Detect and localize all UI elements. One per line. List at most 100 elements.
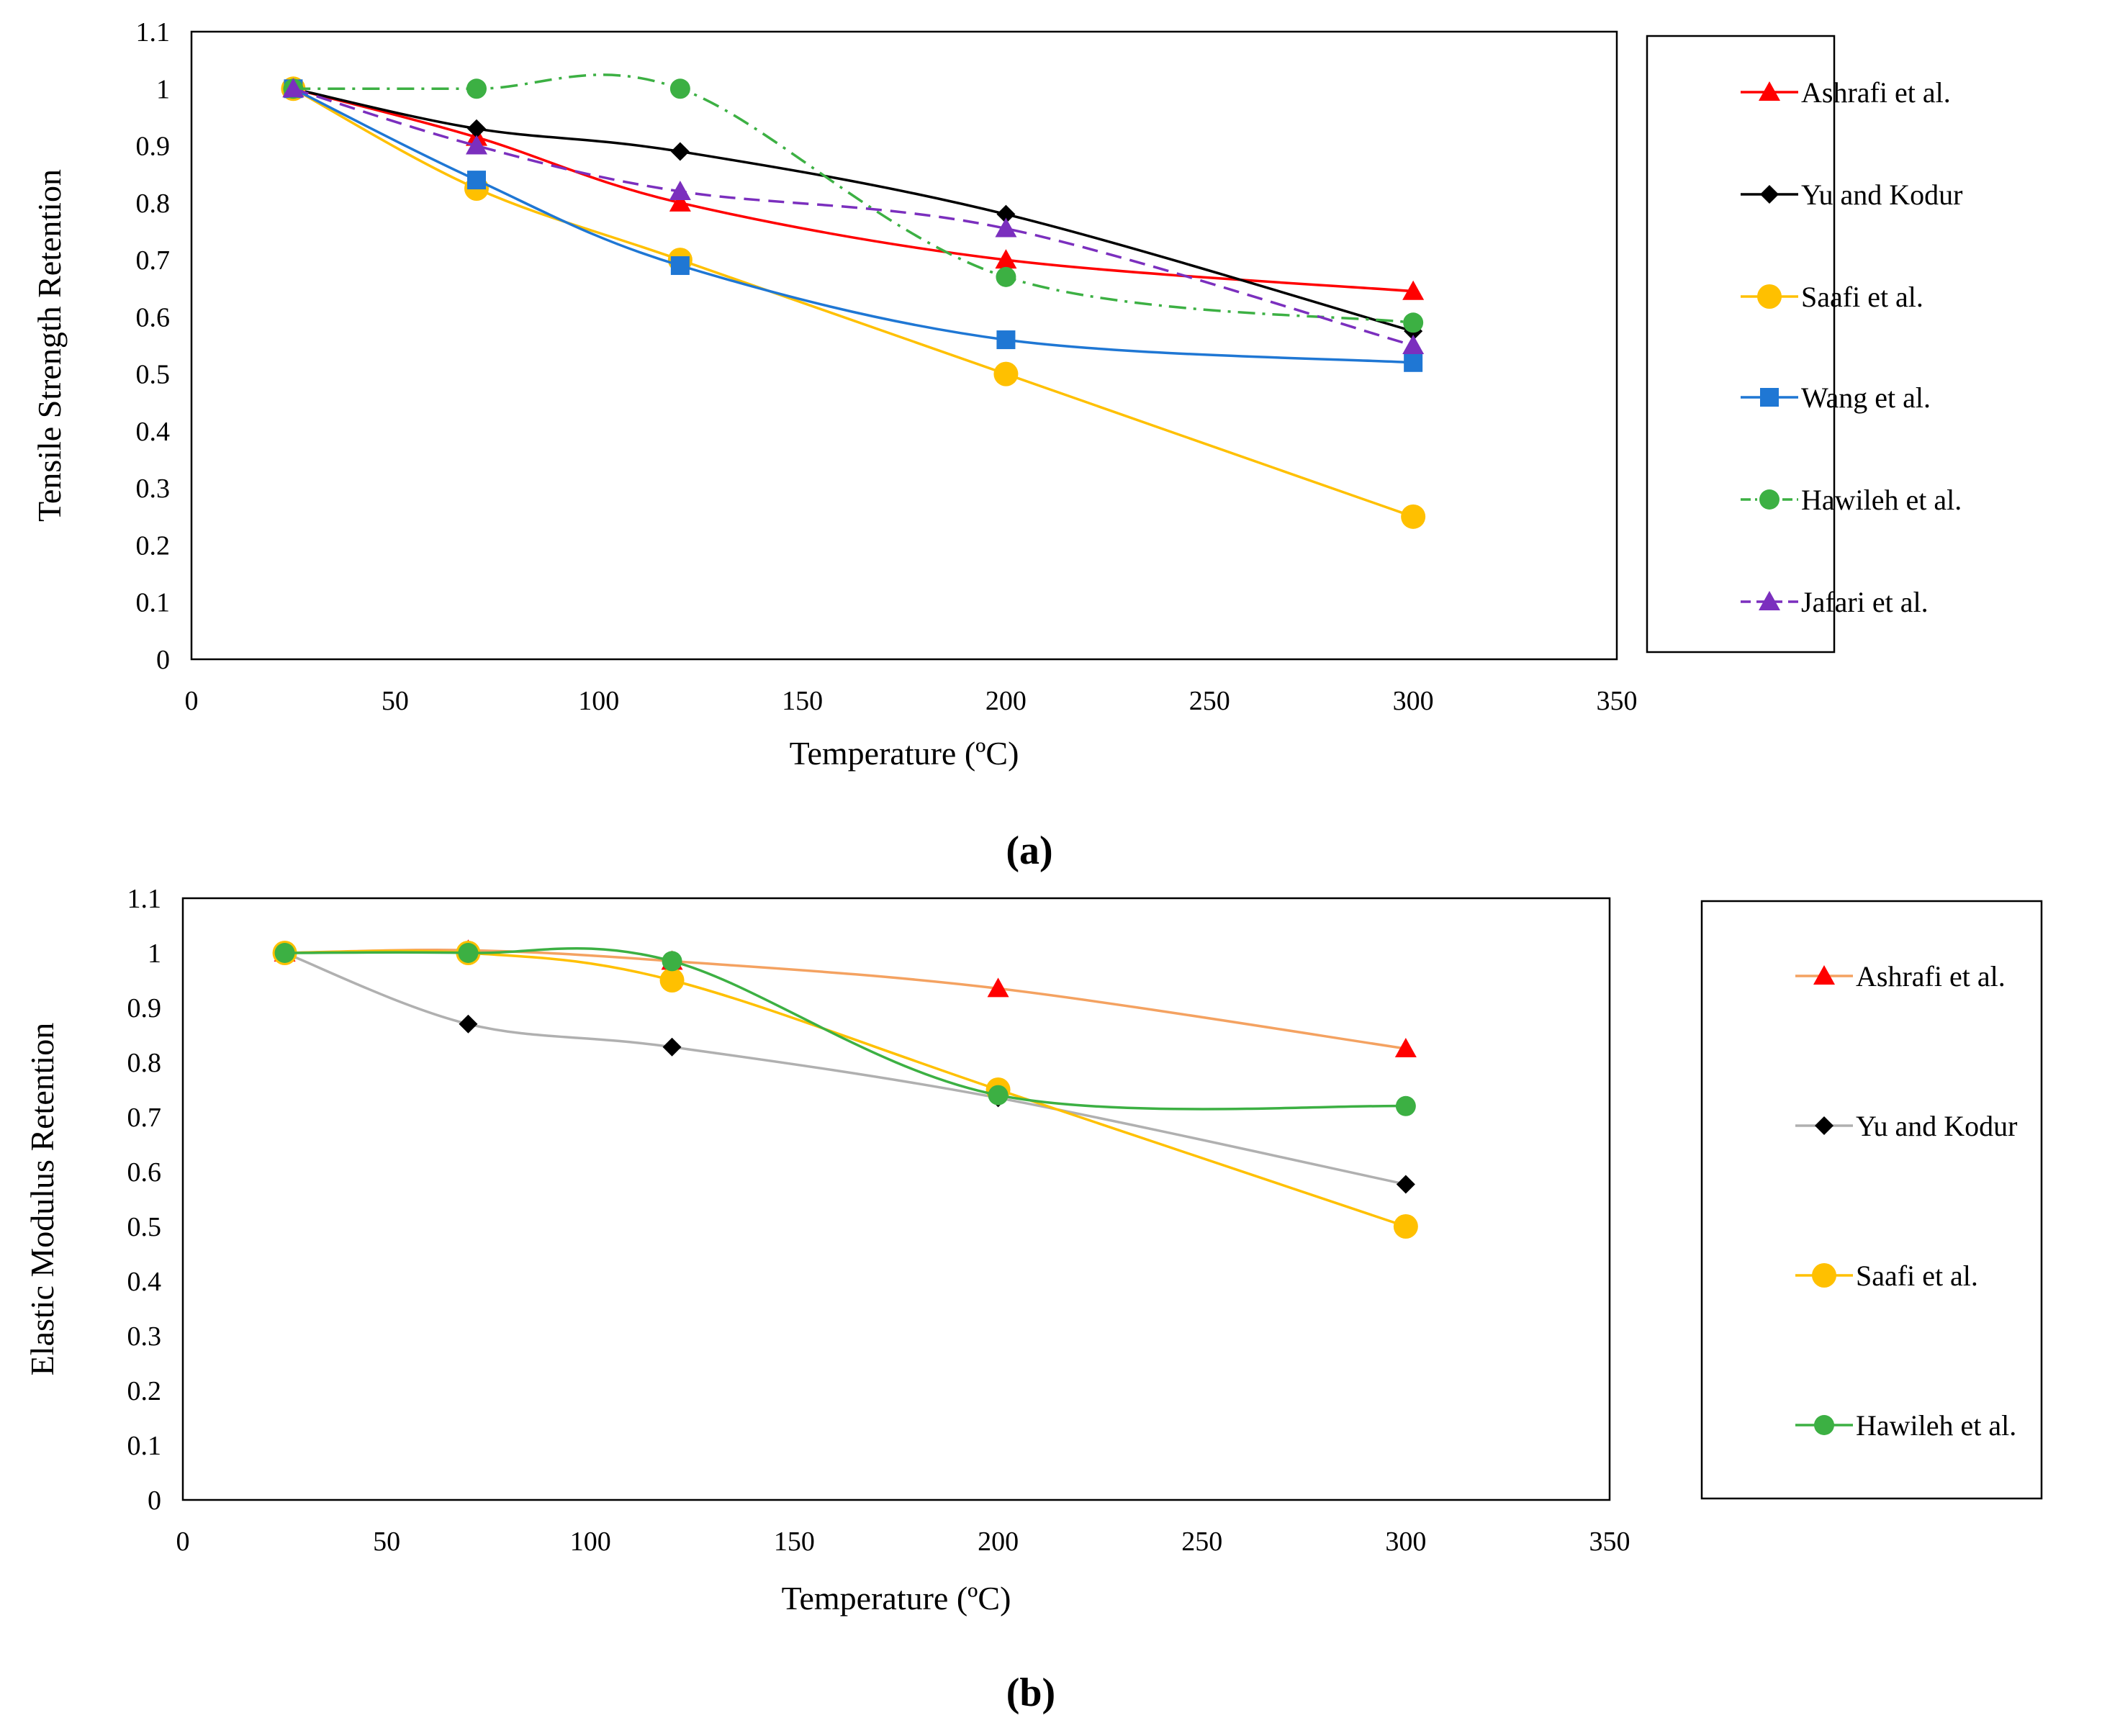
data-point-ashrafi-et-al: [995, 249, 1017, 269]
data-point-yu-and-kodur: [459, 1014, 478, 1034]
legend-marker: [1814, 1415, 1834, 1435]
data-point-yu-and-kodur: [467, 119, 486, 138]
data-point-wang-et-al: [467, 171, 486, 190]
legend-label-yu-and-kodur: Yu and Kodur: [1801, 178, 1962, 211]
series-jafari-et-al: [282, 78, 1425, 354]
data-point-hawileh-et-al: [466, 78, 487, 99]
y-tick-label: 1.1: [127, 884, 162, 914]
data-point-saafi-et-al: [993, 361, 1019, 386]
panel-label: (b): [1006, 1671, 1055, 1715]
data-point-ashrafi-et-al: [1394, 1038, 1417, 1057]
y-tick-label: 0.6: [127, 1157, 162, 1188]
legend-marker: [1759, 81, 1780, 101]
y-tick-label: 0.9: [136, 132, 171, 162]
data-point-ashrafi-et-al: [987, 977, 1009, 998]
x-tick-label: 350: [1589, 1527, 1630, 1557]
y-tick-label: 0.4: [136, 417, 171, 447]
legend-marker: [1760, 388, 1779, 407]
chart-b: 0 0.1 0.2 0.3 0.4 0.5 0.6 0.7 0.8 0.9 1 1.1 0 50 100 15…: [24, 884, 2043, 1715]
legend-label-hawileh-et-al: Hawileh et al.: [1801, 484, 1962, 516]
series-line-saafi-et-al: [292, 87, 1414, 518]
legend-marker: [1760, 185, 1779, 204]
data-point-hawileh-et-al: [458, 943, 479, 963]
data-point-yu-and-kodur: [670, 142, 690, 161]
data-point-hawileh-et-al: [662, 951, 682, 972]
y-tick-label: 1: [156, 74, 170, 104]
data-point-hawileh-et-al: [996, 266, 1016, 287]
y-axis-title: Tensile Strength Retention: [31, 169, 68, 522]
y-tick-label: 0.7: [136, 245, 171, 276]
y-tick-label: 0.8: [136, 189, 171, 219]
x-tick-label: 150: [782, 686, 823, 716]
y-tick-label: 0: [156, 645, 170, 675]
data-point-wang-et-al: [670, 256, 690, 276]
legend-label-hawileh-et-al: Hawileh et al.: [1856, 1409, 2016, 1442]
plot-area: [190, 30, 1618, 661]
series-line-ashrafi-et-al: [292, 87, 1414, 293]
panel-label: (a): [1006, 828, 1052, 873]
legend-marker: [1757, 284, 1782, 309]
y-tick-label: 0.5: [127, 1212, 162, 1242]
y-tick-label: 0.2: [136, 530, 171, 561]
data-point-jafari-et-al: [669, 180, 691, 200]
legend-label-ashrafi-et-al: Ashrafi et al.: [1801, 76, 1951, 109]
chart-a: 0 0.1 0.2 0.3 0.4 0.5 0.6 0.7 0.8 0.9 1 1.1 0 50 100 15…: [31, 17, 1962, 873]
y-tick-label: 0.3: [127, 1321, 162, 1352]
series-line-yu-and-kodur: [293, 87, 1414, 333]
data-point-jafari-et-al: [466, 135, 487, 155]
legend-box: [1700, 900, 2043, 1500]
legend-marker: [1759, 489, 1780, 510]
x-tick-label: 200: [985, 686, 1027, 716]
legend-marker: [1813, 965, 1835, 985]
x-axis-title: Temperature (ºC): [782, 1580, 1011, 1617]
y-tick-label: 0.1: [127, 1431, 162, 1461]
data-point-ashrafi-et-al: [669, 191, 691, 212]
x-tick-label: 250: [1181, 1527, 1222, 1557]
y-tick-label: 0.5: [136, 360, 171, 390]
legend-marker: [1815, 1116, 1833, 1135]
data-point-yu-and-kodur: [996, 204, 1016, 224]
x-tick-label: 0: [185, 686, 199, 716]
legend-label-saafi-et-al: Saafi et al.: [1801, 281, 1923, 313]
x-tick-label: 150: [774, 1527, 815, 1557]
legend-label-saafi-et-al: Saafi et al.: [1856, 1260, 1978, 1292]
y-tick-label: 0: [148, 1486, 161, 1516]
legend-label-yu-and-kodur: Yu and Kodur: [1856, 1110, 2017, 1142]
x-tick-label: 300: [1393, 686, 1434, 716]
y-tick-label: 0.6: [136, 302, 171, 333]
legend-marker: [1812, 1263, 1836, 1288]
x-tick-label: 300: [1385, 1527, 1426, 1557]
series-line-yu-and-kodur: [284, 951, 1407, 1186]
data-point-yu-and-kodur: [662, 1037, 682, 1057]
series-line-hawileh-et-al: [284, 946, 1406, 1111]
data-point-jafari-et-al: [1402, 335, 1425, 354]
x-tick-label: 0: [176, 1527, 190, 1557]
legend: Ashrafi et al. Yu and Kodur Saafi et al. Ha…: [1700, 900, 2043, 1500]
series-line-wang-et-al: [292, 87, 1414, 364]
data-point-jafari-et-al: [995, 217, 1017, 238]
y-tick-label: 0.3: [136, 474, 171, 504]
x-tick-label: 100: [570, 1527, 611, 1557]
data-point-saafi-et-al: [1401, 504, 1426, 529]
x-axis-title: Temperature (ºC): [790, 735, 1019, 772]
x-tick-label: 50: [373, 1527, 400, 1557]
x-tick-label: 350: [1597, 686, 1638, 716]
y-tick-label: 0.7: [127, 1103, 162, 1133]
data-point-wang-et-al: [1404, 353, 1423, 372]
x-tick-label: 200: [978, 1527, 1019, 1557]
x-tick-label: 250: [1189, 686, 1230, 716]
data-point-jafari-et-al: [282, 78, 305, 98]
series-line-jafari-et-al: [292, 87, 1414, 347]
y-tick-label: 1.1: [136, 17, 171, 48]
data-point-hawileh-et-al: [274, 943, 295, 963]
series-hawileh-et-al: [274, 943, 1416, 1116]
y-tick-label: 1: [148, 939, 161, 969]
data-point-hawileh-et-al: [1403, 312, 1424, 333]
legend-marker: [1759, 591, 1780, 610]
y-tick-label: 0.2: [127, 1376, 162, 1406]
series-line-ashrafi-et-al: [284, 949, 1407, 1050]
data-point-ashrafi-et-al: [1402, 280, 1425, 300]
x-tick-label: 100: [578, 686, 619, 716]
y-axis-title: Elastic Modulus Retention: [24, 1023, 60, 1376]
y-tick-label: 0.1: [136, 588, 171, 618]
